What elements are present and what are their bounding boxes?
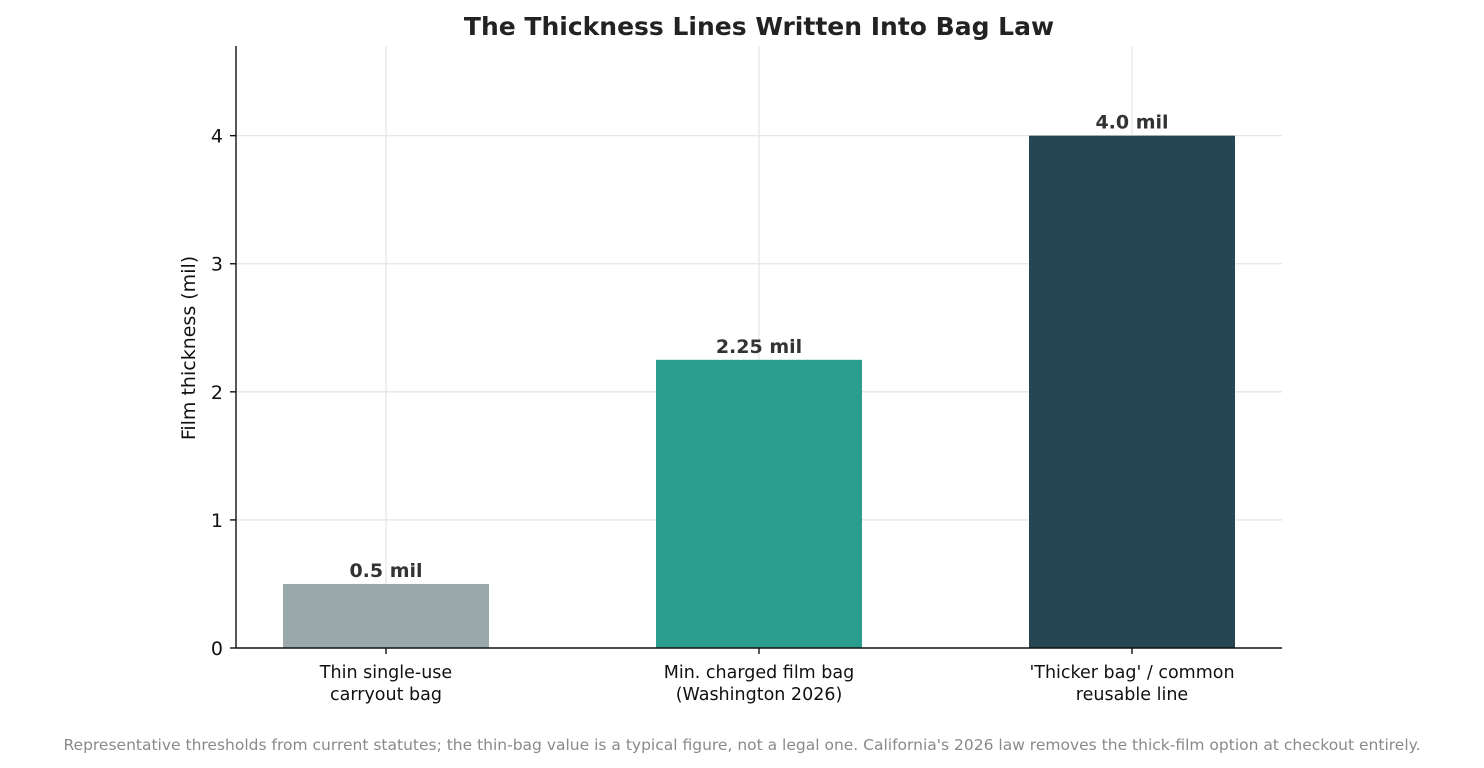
x-tick-label-0: Thin single-use carryout bag <box>319 663 452 705</box>
value-label-0: 0.5 mil <box>349 560 422 582</box>
y-ticks: 0 1 2 3 4 <box>211 126 236 660</box>
value-label-2: 4.0 mil <box>1095 112 1168 134</box>
y-tick-label-4: 4 <box>211 126 223 148</box>
value-label-1: 2.25 mil <box>716 336 802 358</box>
y-tick-label-3: 3 <box>211 254 223 276</box>
bars <box>283 135 1235 649</box>
value-labels: 0.5 mil 2.25 mil 4.0 mil <box>349 112 1168 582</box>
y-tick-label-1: 1 <box>211 510 223 532</box>
bar-1 <box>656 359 862 648</box>
bar-2 <box>1029 135 1235 649</box>
x-tick-label-1-line-0: Min. charged film bag <box>664 663 854 683</box>
x-tick-label-0-line-0: Thin single-use <box>319 663 452 683</box>
x-tick-label-2-line-1: reusable line <box>1076 685 1188 705</box>
footnote: Representative thresholds from current s… <box>63 736 1420 754</box>
bar-0 <box>283 583 489 648</box>
y-tick-label-0: 0 <box>211 638 223 660</box>
y-tick-label-2: 2 <box>211 382 223 404</box>
x-tick-label-1-line-1: (Washington 2026) <box>676 685 843 705</box>
x-tick-label-2-line-0: 'Thicker bag' / common <box>1029 663 1234 683</box>
y-axis-label: Film thickness (mil) <box>178 256 200 440</box>
chart-title: The Thickness Lines Written Into Bag Law <box>464 12 1054 41</box>
x-ticks: Thin single-use carryout bag Min. charged … <box>319 648 1235 705</box>
x-tick-label-0-line-1: carryout bag <box>330 685 442 705</box>
x-tick-label-1: Min. charged film bag (Washington 2026) <box>664 663 854 705</box>
x-tick-label-2: 'Thicker bag' / common reusable line <box>1029 663 1234 705</box>
